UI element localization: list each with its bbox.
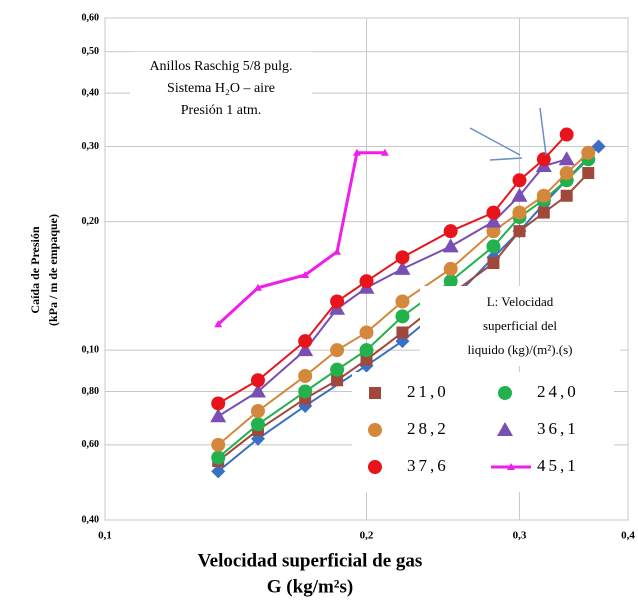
marker xyxy=(250,404,265,419)
annotation: Anillos Raschig 5/8 pulg. xyxy=(149,59,292,74)
marker xyxy=(301,270,310,278)
marker xyxy=(443,274,458,289)
y-tick-label: 0,20 xyxy=(82,216,100,227)
y-tick-label: 0,50 xyxy=(82,46,100,57)
marker xyxy=(253,283,262,291)
y-tick-label: 0,60 xyxy=(82,12,100,23)
legend-marker xyxy=(498,386,512,400)
marker xyxy=(250,373,265,388)
marker xyxy=(331,374,344,387)
marker xyxy=(485,213,502,228)
legend-label: 37,6 xyxy=(407,456,449,475)
marker xyxy=(559,127,574,142)
legend-box xyxy=(352,372,614,492)
legend-marker xyxy=(507,463,515,470)
marker xyxy=(395,250,410,265)
x-tick-label: 0,2 xyxy=(360,530,374,542)
y-axis-label: Caída de Presión xyxy=(28,226,42,313)
annotation-box xyxy=(130,52,312,126)
marker xyxy=(333,247,342,255)
marker xyxy=(487,257,500,270)
marker xyxy=(214,320,223,328)
legend-label: 28,2 xyxy=(407,419,449,438)
arrow xyxy=(469,127,521,156)
marker xyxy=(330,294,345,309)
annotation: Sistema H₂O – aire xyxy=(167,81,275,96)
legend-label: 24,0 xyxy=(537,382,579,401)
y-tick-label: 0,10 xyxy=(82,344,100,355)
marker xyxy=(298,384,313,399)
legend-label: 36,1 xyxy=(537,419,579,438)
marker xyxy=(581,145,596,160)
legend-title: liquido (kg)/(m²).(s) xyxy=(468,342,573,357)
marker xyxy=(536,188,551,203)
y-tick-label: 0,80 xyxy=(82,386,100,397)
marker xyxy=(352,148,361,156)
marker xyxy=(511,187,528,202)
marker xyxy=(486,224,501,239)
marker xyxy=(395,309,410,324)
marker xyxy=(211,464,226,479)
marker xyxy=(486,205,501,220)
marker xyxy=(359,325,374,340)
marker xyxy=(210,408,227,423)
marker xyxy=(443,261,458,276)
legend-marker xyxy=(368,423,382,437)
annotation: Presión 1 atm. xyxy=(181,103,262,118)
x-axis-label: Velocidad superficial de gas xyxy=(198,550,423,571)
marker xyxy=(211,396,226,411)
x-tick-label: 0,4 xyxy=(621,530,635,542)
marker xyxy=(396,326,409,339)
marker xyxy=(512,173,527,188)
marker xyxy=(359,343,374,358)
legend-marker xyxy=(369,387,381,399)
marker xyxy=(250,417,265,432)
y-axis-label: (kPa / m de empaque) xyxy=(46,214,60,326)
marker xyxy=(249,383,266,398)
marker xyxy=(298,334,313,349)
y-tick-label: 0,40 xyxy=(82,514,100,525)
marker xyxy=(582,167,595,180)
marker xyxy=(330,362,345,377)
legend-label: 45,1 xyxy=(537,456,579,475)
marker xyxy=(558,151,575,166)
y-tick-label: 0,30 xyxy=(82,141,100,152)
marker xyxy=(297,342,314,357)
legend-title: superficial del xyxy=(483,318,557,333)
marker xyxy=(537,206,550,219)
marker xyxy=(360,353,373,366)
legend-title: L: Velocidad xyxy=(487,294,554,309)
arrow xyxy=(489,157,523,161)
x-tick-label: 0,3 xyxy=(513,530,527,542)
marker xyxy=(513,225,526,238)
series-line xyxy=(217,151,385,326)
x-axis-label: G (kg/m²s) xyxy=(267,576,353,597)
marker xyxy=(559,166,574,181)
arrow xyxy=(539,107,547,156)
marker xyxy=(380,148,389,156)
marker xyxy=(395,294,410,309)
marker xyxy=(298,368,313,383)
x-tick-label: 0,1 xyxy=(98,530,112,542)
legend-box xyxy=(420,286,620,366)
marker xyxy=(211,437,226,452)
marker xyxy=(394,260,411,275)
legend-marker xyxy=(368,460,382,474)
legend-label: 21,0 xyxy=(407,382,449,401)
marker xyxy=(330,343,345,358)
marker xyxy=(536,152,551,167)
marker xyxy=(359,274,374,289)
marker xyxy=(591,139,606,154)
marker xyxy=(560,189,573,202)
marker xyxy=(512,205,527,220)
y-tick-label: 0,60 xyxy=(82,439,100,450)
marker xyxy=(486,239,501,254)
marker xyxy=(442,238,459,253)
marker xyxy=(443,224,458,239)
marker xyxy=(211,450,226,465)
y-tick-label: 0,40 xyxy=(82,87,100,98)
legend-marker xyxy=(497,422,513,436)
